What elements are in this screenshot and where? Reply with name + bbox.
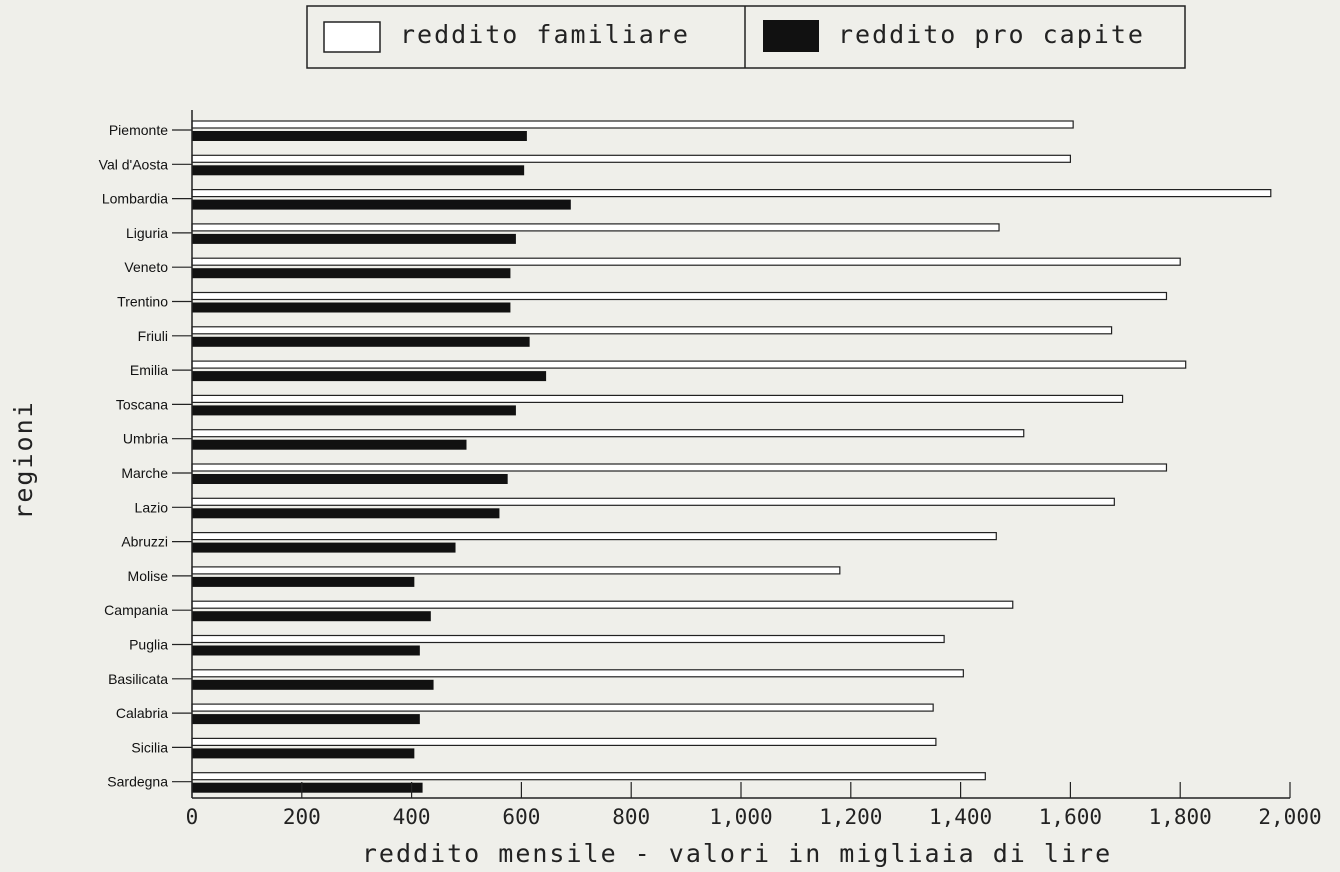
bar-reddito-pro-capite	[192, 714, 420, 725]
category-label: Veneto	[124, 259, 168, 275]
bar-reddito-familiare	[191, 120, 1074, 129]
x-tick-label: 1,400	[929, 805, 992, 829]
bar-reddito-familiare	[191, 429, 1025, 438]
x-tick-label: 800	[612, 805, 650, 829]
category-label: Campania	[104, 602, 168, 618]
x-tick-label: 2,000	[1258, 805, 1321, 829]
bar-reddito-familiare	[191, 291, 1168, 301]
bar-reddito-familiare	[191, 394, 1124, 403]
bar-reddito-pro-capite	[192, 199, 571, 210]
category-label: Calabria	[116, 705, 168, 721]
bar-reddito-familiare	[191, 189, 1272, 198]
bar-reddito-pro-capite	[192, 782, 423, 793]
category-label: Lombardia	[102, 191, 168, 207]
bar-reddito-pro-capite	[192, 679, 434, 690]
bar-reddito-familiare	[191, 531, 997, 541]
x-tick-label: 600	[502, 805, 540, 829]
bar-reddito-familiare	[191, 600, 1014, 609]
bar-reddito-pro-capite	[192, 233, 516, 244]
bar-reddito-pro-capite	[192, 336, 530, 347]
bar-reddito-pro-capite	[192, 508, 500, 519]
x-tick-label: 0	[186, 805, 199, 829]
x-tick-labels: 0 200 400 600 800 1,000 1,200 1,400 1,600 1,800 2,…	[186, 805, 1322, 829]
category-label: Liguria	[126, 225, 168, 241]
x-tick-label: 1,600	[1039, 805, 1102, 829]
bar-reddito-familiare	[191, 634, 945, 644]
bar-reddito-familiare	[191, 463, 1168, 472]
legend-label-procapite: reddito pro capite	[838, 20, 1145, 49]
category-label: Lazio	[135, 499, 169, 515]
category-labels: Piemonte Val d'Aosta Lombardia Liguria Venet…	[99, 122, 169, 790]
bar-reddito-pro-capite	[192, 405, 516, 416]
x-tick-label: 1,800	[1149, 805, 1212, 829]
bar-reddito-familiare	[191, 772, 986, 781]
bar-reddito-pro-capite	[192, 268, 511, 279]
x-tick-label: 1,000	[709, 805, 772, 829]
bar-reddito-familiare	[191, 326, 1113, 335]
bar-reddito-pro-capite	[192, 439, 467, 450]
bar-reddito-pro-capite	[192, 474, 508, 484]
legend-swatch-familiare	[323, 21, 381, 53]
bar-reddito-pro-capite	[192, 302, 511, 313]
axes	[172, 110, 1291, 799]
x-tick-label: 400	[393, 805, 431, 829]
bar-reddito-familiare	[191, 360, 1187, 369]
category-label: Val d'Aosta	[99, 156, 169, 172]
bar-reddito-familiare	[191, 154, 1072, 163]
bar-reddito-pro-capite	[192, 576, 415, 587]
category-label: Toscana	[116, 396, 168, 412]
category-label: Trentino	[117, 294, 168, 310]
category-label: Sicilia	[131, 739, 168, 755]
category-label: Puglia	[129, 637, 168, 653]
bar-reddito-pro-capite	[192, 131, 527, 141]
bar-reddito-pro-capite	[192, 611, 431, 622]
category-label: Emilia	[130, 362, 168, 378]
category-label: Marche	[121, 465, 168, 481]
x-tick-label: 1,200	[819, 805, 882, 829]
bar-reddito-familiare	[191, 737, 937, 747]
legend: reddito familiare reddito pro capite	[306, 5, 1186, 69]
x-axis-title: reddito mensile - valori in migliaia di …	[362, 839, 1112, 868]
bar-reddito-familiare	[191, 257, 1181, 266]
category-label: Basilicata	[108, 671, 168, 687]
category-label: Friuli	[138, 328, 168, 344]
y-axis-title: regioni	[9, 400, 38, 519]
legend-box	[306, 5, 1186, 69]
bar-reddito-pro-capite	[192, 542, 456, 553]
bar-reddito-familiare	[191, 669, 964, 678]
category-label: Abruzzi	[121, 534, 168, 550]
bars-group	[191, 120, 1272, 793]
bar-reddito-pro-capite	[192, 165, 525, 176]
category-label: Umbria	[123, 431, 168, 447]
category-label: Molise	[128, 568, 169, 584]
bar-reddito-familiare	[191, 566, 841, 575]
legend-label-familiare: reddito familiare	[400, 20, 690, 49]
bar-reddito-pro-capite	[192, 371, 547, 382]
bar-reddito-familiare	[191, 223, 1000, 232]
legend-swatch-procapite	[763, 20, 819, 52]
bar-reddito-pro-capite	[192, 748, 415, 759]
bar-reddito-familiare	[191, 497, 1115, 506]
bar-reddito-pro-capite	[192, 645, 420, 656]
x-tick-label: 200	[283, 805, 321, 829]
bar-reddito-familiare	[191, 703, 934, 712]
category-label: Piemonte	[109, 122, 168, 138]
category-label: Sardegna	[107, 774, 168, 790]
